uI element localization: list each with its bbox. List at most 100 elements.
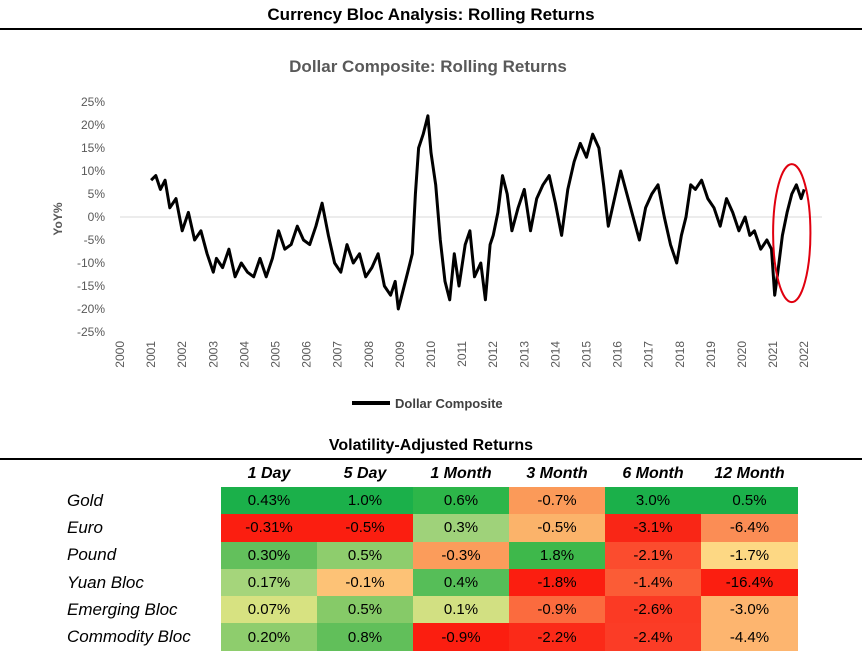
- value-cell: 0.20%: [221, 623, 317, 651]
- table-row: Emerging Bloc 0.07% 0.5% 0.1% -0.9% -2.6% -3.0…: [0, 596, 798, 624]
- value-cell: -3.0%: [701, 596, 798, 624]
- value-cell: 0.3%: [413, 514, 509, 542]
- x-tick-label: 2002: [175, 341, 189, 368]
- value-cell: -0.3%: [413, 541, 509, 569]
- x-tick-label: 2017: [642, 341, 656, 368]
- column-header: 3 Month: [526, 465, 588, 482]
- value-cell: -0.9%: [413, 623, 509, 651]
- x-tick-label: 2006: [300, 341, 314, 368]
- value-cell: -4.4%: [701, 623, 798, 651]
- value-cell: -0.31%: [221, 514, 317, 542]
- x-tick-label: 2019: [704, 341, 718, 368]
- value-cell: 0.8%: [317, 623, 413, 651]
- table-divider: [0, 458, 862, 460]
- value-cell: -0.1%: [317, 568, 413, 597]
- y-tick-label: -10%: [77, 256, 105, 270]
- value-cell: 0.5%: [317, 596, 413, 624]
- value-cell: -2.1%: [605, 541, 701, 569]
- table-row: Commodity Bloc 0.20% 0.8% -0.9% -2.2% -2.4% -4…: [0, 623, 798, 651]
- y-tick-label: -5%: [84, 233, 106, 247]
- x-tick-label: 2007: [331, 341, 345, 368]
- column-header: 12 Month: [714, 465, 785, 482]
- x-tick-label: 2003: [206, 341, 220, 368]
- x-tick-label: 2013: [517, 341, 531, 368]
- column-header: 6 Month: [622, 465, 684, 482]
- x-tick-label: 2015: [580, 341, 594, 368]
- row-label: Emerging Bloc: [0, 596, 221, 624]
- value-cell: -3.1%: [605, 514, 701, 542]
- table-row: Euro -0.31% -0.5% 0.3% -0.5% -3.1% -6.4%: [0, 514, 798, 542]
- value-cell: 1.0%: [317, 487, 413, 515]
- column-header: 1 Day: [247, 465, 291, 482]
- row-label: Yuan Bloc: [0, 568, 221, 597]
- value-cell: 0.5%: [701, 487, 798, 515]
- volatility-table: 1 Day 5 Day 1 Month 3 Month 6 Month 12 Month …: [0, 461, 798, 651]
- title-divider: [0, 28, 862, 30]
- x-tick-label: 2018: [673, 341, 687, 368]
- value-cell: -6.4%: [701, 514, 798, 542]
- x-tick-label: 2000: [113, 341, 127, 368]
- x-tick-label: 2012: [486, 341, 500, 368]
- x-tick-label: 2001: [144, 341, 158, 368]
- x-tick-label: 2008: [362, 341, 376, 368]
- x-tick-label: 2021: [766, 341, 780, 368]
- column-header: 5 Day: [343, 465, 387, 482]
- row-label: Euro: [0, 514, 221, 542]
- row-label: Gold: [0, 487, 221, 515]
- x-tick-label: 2020: [735, 341, 749, 368]
- value-cell: 0.1%: [413, 596, 509, 624]
- value-cell: 3.0%: [605, 487, 701, 515]
- y-axis-label: YoY%: [51, 202, 65, 235]
- value-cell: 0.6%: [413, 487, 509, 515]
- value-cell: 0.4%: [413, 568, 509, 597]
- y-tick-label: -15%: [77, 279, 105, 293]
- table-row: Gold 0.43% 1.0% 0.6% -0.7% 3.0% 0.5%: [0, 487, 798, 515]
- x-tick-label: 2022: [797, 341, 811, 368]
- table-title: Volatility-Adjusted Returns: [328, 437, 534, 454]
- y-tick-label: 15%: [81, 141, 105, 155]
- value-cell: -0.9%: [509, 596, 605, 624]
- corner-cell: [0, 461, 221, 487]
- highlight-ellipse: [772, 163, 812, 304]
- x-tick-label: 2005: [269, 341, 283, 368]
- table-row: Yuan Bloc 0.17% -0.1% 0.4% -1.8% -1.4% -16.4%: [0, 568, 798, 597]
- value-cell: -0.7%: [509, 487, 605, 515]
- value-cell: 1.8%: [509, 541, 605, 569]
- value-cell: 0.43%: [221, 487, 317, 515]
- value-cell: 0.17%: [221, 568, 317, 597]
- row-label: Pound: [0, 541, 221, 569]
- value-cell: -1.8%: [509, 568, 605, 597]
- value-cell: -0.5%: [509, 514, 605, 542]
- x-tick-label: 2009: [393, 341, 407, 368]
- x-tick-label: 2016: [611, 341, 625, 368]
- x-tick-label: 2010: [424, 341, 438, 368]
- y-tick-label: -20%: [77, 302, 105, 316]
- column-header: 1 Month: [430, 465, 492, 482]
- page-title: Currency Bloc Analysis: Rolling Returns: [267, 5, 595, 24]
- value-cell: 0.07%: [221, 596, 317, 624]
- value-cell: -0.5%: [317, 514, 413, 542]
- y-tick-label: 0%: [88, 210, 106, 224]
- value-cell: -1.7%: [701, 541, 798, 569]
- value-cell: -1.4%: [605, 568, 701, 597]
- rolling-returns-chart: Dollar Composite: Rolling Returns YoY% 2…: [51, 57, 822, 411]
- y-tick-label: 5%: [88, 187, 106, 201]
- value-cell: -2.2%: [509, 623, 605, 651]
- table-row: Pound 0.30% 0.5% -0.3% 1.8% -2.1% -1.7%: [0, 541, 798, 569]
- row-label: Commodity Bloc: [0, 623, 221, 651]
- y-tick-label: 10%: [81, 164, 105, 178]
- value-cell: 0.30%: [221, 541, 317, 569]
- value-cell: 0.5%: [317, 541, 413, 569]
- x-tick-label: 2004: [237, 341, 251, 368]
- y-tick-label: -25%: [77, 325, 105, 339]
- x-tick-label: 2014: [548, 341, 562, 368]
- value-cell: -2.6%: [605, 596, 701, 624]
- value-cell: -16.4%: [701, 568, 798, 597]
- value-cell: -2.4%: [605, 623, 701, 651]
- chart-title: Dollar Composite: Rolling Returns: [289, 57, 567, 76]
- y-tick-label: 25%: [81, 95, 105, 109]
- y-tick-label: 20%: [81, 118, 105, 132]
- series-line-dollar-composite: [150, 114, 806, 311]
- x-tick-label: 2011: [455, 341, 469, 367]
- legend-label-dollar-composite: Dollar Composite: [395, 396, 503, 411]
